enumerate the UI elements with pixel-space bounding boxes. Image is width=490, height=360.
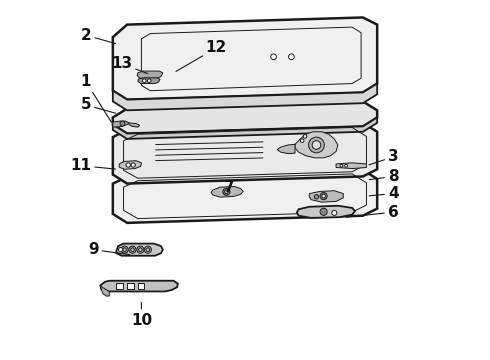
Text: 1: 1: [81, 74, 111, 122]
Circle shape: [119, 248, 123, 252]
Text: 4: 4: [369, 186, 398, 201]
Polygon shape: [113, 121, 129, 127]
Polygon shape: [336, 163, 367, 168]
Circle shape: [320, 193, 327, 200]
Polygon shape: [113, 84, 377, 111]
Text: 3: 3: [369, 149, 398, 165]
Polygon shape: [129, 123, 140, 127]
Circle shape: [126, 163, 130, 167]
Circle shape: [147, 79, 151, 82]
Circle shape: [144, 246, 151, 253]
Circle shape: [312, 141, 321, 149]
Polygon shape: [113, 18, 377, 100]
Text: 8: 8: [369, 169, 398, 184]
Polygon shape: [117, 244, 163, 256]
Circle shape: [270, 54, 276, 60]
Polygon shape: [309, 191, 343, 202]
Circle shape: [320, 208, 327, 215]
Polygon shape: [113, 123, 377, 184]
Circle shape: [137, 246, 144, 253]
Circle shape: [143, 79, 146, 82]
Circle shape: [146, 248, 149, 251]
Circle shape: [120, 121, 125, 126]
Circle shape: [139, 248, 142, 251]
Polygon shape: [117, 283, 123, 289]
Circle shape: [344, 164, 347, 167]
Polygon shape: [113, 170, 377, 223]
Circle shape: [289, 54, 294, 60]
Circle shape: [129, 246, 136, 253]
Polygon shape: [138, 283, 144, 289]
Polygon shape: [277, 144, 295, 154]
Circle shape: [224, 190, 228, 194]
Polygon shape: [113, 102, 377, 134]
Text: 10: 10: [131, 302, 152, 328]
Text: 5: 5: [81, 98, 116, 113]
Circle shape: [332, 210, 337, 215]
Polygon shape: [295, 132, 338, 158]
Polygon shape: [297, 206, 355, 218]
Text: 2: 2: [81, 28, 116, 44]
Polygon shape: [137, 71, 163, 78]
Circle shape: [314, 195, 319, 199]
Circle shape: [303, 135, 307, 138]
Text: 7: 7: [222, 180, 234, 195]
Circle shape: [309, 137, 324, 153]
Polygon shape: [119, 161, 142, 169]
Polygon shape: [127, 283, 134, 289]
Polygon shape: [211, 186, 243, 197]
Circle shape: [131, 248, 134, 251]
Polygon shape: [100, 285, 109, 296]
Text: 12: 12: [176, 40, 227, 71]
Polygon shape: [113, 117, 377, 139]
Text: 9: 9: [88, 242, 130, 257]
Text: 13: 13: [111, 57, 148, 74]
Circle shape: [322, 194, 325, 198]
Text: 6: 6: [346, 204, 399, 220]
Polygon shape: [138, 78, 160, 84]
Circle shape: [131, 163, 135, 167]
Circle shape: [121, 246, 128, 253]
Text: 11: 11: [70, 158, 116, 173]
Circle shape: [123, 248, 126, 251]
Circle shape: [223, 188, 230, 195]
Circle shape: [340, 164, 343, 167]
Circle shape: [300, 139, 304, 143]
Polygon shape: [100, 281, 178, 292]
